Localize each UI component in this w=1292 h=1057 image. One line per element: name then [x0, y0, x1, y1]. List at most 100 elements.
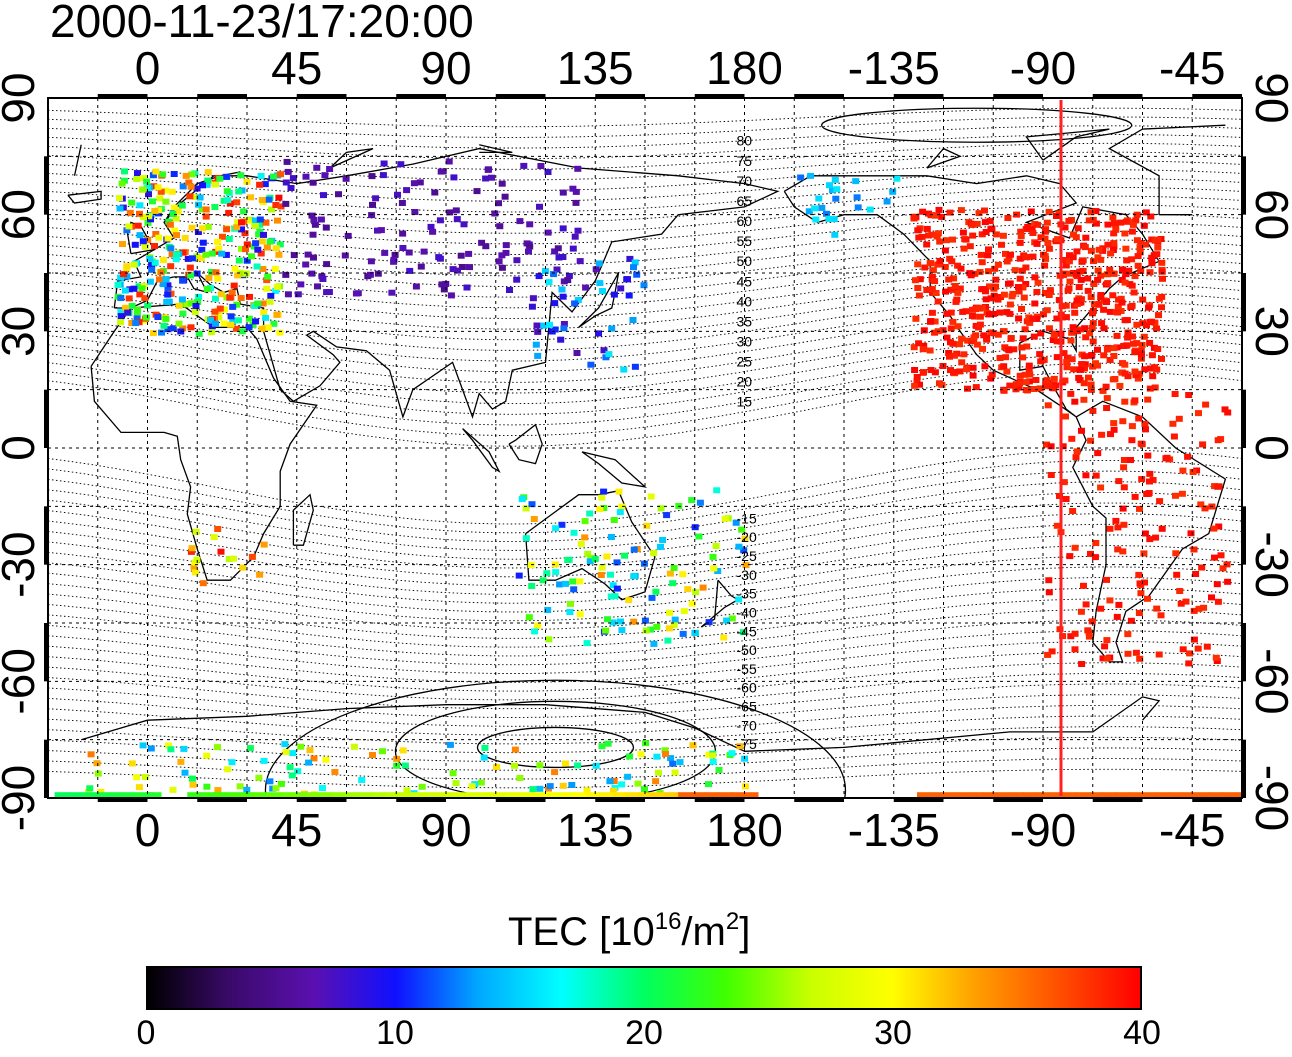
tec-cell	[950, 369, 957, 375]
tec-cell	[399, 792, 414, 798]
tec-cell	[625, 597, 633, 604]
mlat-label: 20	[737, 374, 753, 390]
tec-cell	[916, 381, 923, 388]
tec-cell	[969, 372, 977, 379]
tec-cell	[831, 231, 839, 238]
tec-cell	[233, 224, 241, 231]
tec-cell	[934, 230, 942, 237]
tec-cell	[1131, 273, 1139, 280]
tec-cell	[1097, 272, 1105, 279]
tec-cell	[1075, 284, 1083, 291]
tec-cell	[302, 261, 310, 268]
tec-cell	[480, 754, 488, 761]
tec-cell	[546, 783, 554, 790]
tec-cell	[1190, 636, 1198, 643]
tec-cell	[199, 239, 207, 246]
tec-cell	[830, 216, 838, 223]
tec-cell	[239, 564, 247, 571]
tec-cell	[1045, 577, 1053, 584]
tec-cell	[515, 572, 523, 579]
tec-cell	[1106, 308, 1114, 315]
tec-cell	[260, 309, 268, 316]
tec-cell	[1185, 392, 1193, 398]
tec-cell	[537, 163, 545, 169]
tec-cell	[259, 300, 267, 307]
tec-cell	[1034, 221, 1041, 228]
tec-cell	[223, 226, 231, 233]
bottom-lon-label: 45	[271, 804, 322, 856]
tec-cell	[214, 744, 221, 751]
tec-cell	[134, 222, 142, 229]
coastline	[524, 490, 656, 601]
tec-cell	[164, 282, 172, 289]
tec-cell	[587, 361, 595, 368]
tec-cell	[1044, 402, 1052, 409]
tec-cell	[911, 382, 919, 389]
tec-cell	[1018, 267, 1026, 274]
tec-cell	[602, 627, 610, 634]
top-lon-label: 45	[271, 42, 322, 94]
tec-cell	[1121, 279, 1129, 286]
tec-cell	[1019, 354, 1027, 361]
mlat-label: -20	[737, 529, 757, 545]
tec-cell	[495, 200, 502, 207]
tec-cell	[1151, 237, 1159, 244]
tec-cell	[574, 227, 582, 234]
tec-cell	[1062, 314, 1070, 321]
tec-cell	[54, 792, 69, 798]
tec-cell	[1018, 344, 1026, 351]
tec-cell	[705, 619, 713, 626]
tec-cell	[1136, 655, 1144, 662]
tec-cell	[447, 292, 455, 299]
tec-cell	[518, 496, 526, 503]
tec-cell	[212, 295, 219, 302]
tec-cell	[647, 626, 655, 633]
tec-cell	[235, 257, 243, 264]
tec-cell	[289, 750, 297, 757]
tec-cell	[1124, 329, 1132, 336]
tec-cell	[620, 366, 628, 373]
tec-cell	[1213, 658, 1221, 664]
bottom-lon-label: -90	[1010, 804, 1076, 856]
tec-cell	[245, 324, 253, 331]
tec-cell	[634, 780, 642, 787]
tec-cell	[1064, 287, 1072, 294]
tec-cell	[957, 207, 965, 214]
tec-cell	[173, 232, 180, 239]
tec-cell	[119, 241, 126, 247]
tec-cell	[463, 284, 471, 291]
tec-cell	[187, 324, 195, 331]
tec-cell	[671, 616, 679, 623]
tec-cell	[1135, 415, 1143, 422]
tec-cell	[227, 313, 235, 320]
tec-cell	[513, 276, 521, 283]
tec-cell	[970, 334, 978, 341]
tec-cell	[165, 298, 173, 305]
tec-cell	[214, 238, 222, 245]
frame-tick-left	[44, 506, 48, 565]
tec-cell	[380, 160, 388, 167]
tec-cell	[815, 195, 823, 202]
tec-cell	[175, 320, 183, 327]
tec-cell	[825, 215, 833, 222]
tec-cell	[147, 745, 155, 752]
tec-cell	[1059, 443, 1067, 450]
mlat-label: -35	[737, 586, 757, 602]
tec-cell	[1065, 217, 1073, 224]
tec-cell	[572, 199, 580, 206]
coastline	[479, 144, 513, 154]
tec-cell	[1095, 301, 1103, 308]
tec-cell	[1114, 309, 1122, 316]
tec-cell	[976, 305, 984, 312]
tec-cell	[225, 209, 233, 216]
tec-cell	[610, 778, 618, 784]
tec-cell	[1099, 655, 1107, 662]
bottom-lon-label: 90	[420, 804, 471, 856]
tec-cell	[1146, 365, 1154, 372]
tec-cell	[258, 197, 266, 203]
tec-cell	[263, 285, 271, 292]
tec-cell	[214, 787, 222, 794]
tec-cell	[511, 746, 519, 753]
mlat-label: 55	[737, 233, 753, 249]
tec-cell	[1015, 384, 1023, 391]
